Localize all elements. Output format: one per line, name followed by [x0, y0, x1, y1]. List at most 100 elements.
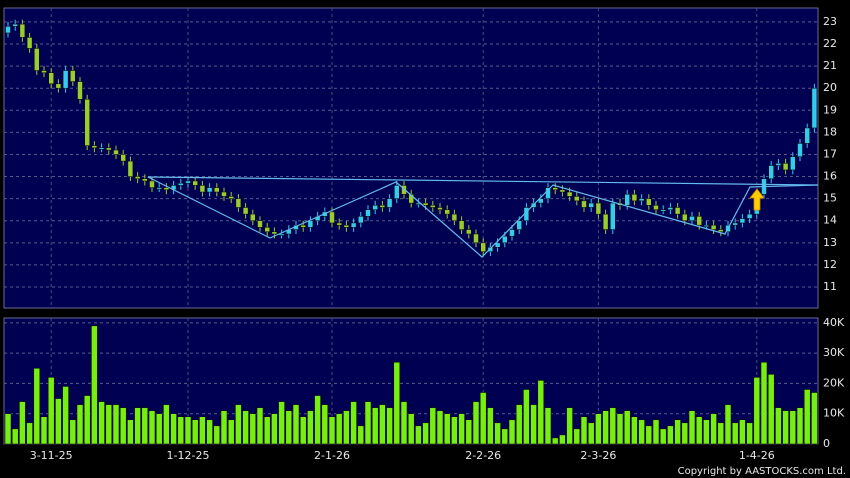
candle-body: [278, 233, 285, 236]
candle-body: [336, 222, 342, 226]
volume-bar: [573, 428, 581, 445]
candle-body: [228, 196, 234, 199]
candle-body: [689, 216, 695, 221]
candle-body: [797, 143, 803, 157]
candle-body: [134, 176, 141, 180]
volume-bar: [321, 404, 329, 445]
candle-body: [566, 191, 573, 197]
y-tick-label: 14: [823, 214, 837, 227]
candle-body: [437, 207, 443, 210]
volume-bar: [242, 410, 249, 445]
candle-body: [235, 198, 242, 208]
volume-tick-label: 40K: [823, 316, 845, 329]
volume-bar: [328, 416, 336, 445]
candle-body: [595, 202, 602, 215]
volume-bar: [170, 413, 177, 445]
volume-bar: [796, 407, 804, 445]
candle-body: [494, 242, 501, 248]
volume-bar: [767, 374, 775, 445]
y-tick-label: 12: [823, 258, 837, 271]
candle-body: [386, 198, 393, 208]
volume-bar: [631, 416, 638, 445]
candle-body: [163, 187, 170, 191]
candle-body: [307, 220, 314, 228]
candle-body: [120, 154, 126, 162]
candle-body: [710, 224, 717, 230]
candle-body: [473, 233, 479, 244]
candle-body: [509, 229, 515, 237]
marks: [4, 19, 818, 445]
x-tick-label: 1-12-25: [167, 449, 210, 462]
candle-body: [746, 213, 753, 219]
volume-bar: [681, 422, 689, 445]
volume-bar: [307, 410, 314, 445]
volume-bar: [40, 416, 48, 445]
volume-bar: [343, 410, 350, 445]
volume-bar: [4, 413, 12, 445]
volume-bar: [710, 413, 717, 445]
volume-bar: [508, 419, 516, 445]
volume-bar: [134, 407, 141, 445]
volume-bar: [602, 410, 609, 445]
volume-bar: [91, 325, 98, 445]
volume-bar: [703, 419, 710, 445]
candle-body: [667, 207, 674, 210]
volume-bar: [299, 416, 307, 445]
volume-bar: [479, 392, 487, 445]
candle-body: [430, 205, 436, 208]
volume-bar: [148, 410, 156, 445]
candle-body: [206, 187, 213, 193]
candle-body: [653, 205, 659, 210]
volume-bar: [55, 398, 62, 445]
volume-bar: [436, 410, 444, 445]
volume-tick-label: 0: [823, 437, 830, 450]
volume-bar: [443, 413, 451, 445]
candle-body: [552, 187, 558, 191]
volume-bar: [659, 428, 667, 445]
volume-bar: [184, 416, 192, 445]
copyright: Copyright by AASTOCKS.com Ltd.: [678, 466, 846, 477]
volume-bar: [98, 401, 105, 445]
y-tick-label: 18: [823, 125, 837, 138]
candle-body: [19, 23, 26, 38]
candle-body: [804, 127, 810, 144]
volume-bar: [285, 410, 293, 445]
candle-body: [559, 189, 566, 193]
volume-bar: [364, 401, 372, 445]
candle-body: [718, 229, 724, 233]
volume-bar: [580, 416, 588, 445]
candle-body: [77, 81, 83, 100]
candle-body: [516, 220, 522, 230]
candle-body: [394, 185, 400, 199]
volume-bar: [515, 404, 523, 445]
volume-bar: [760, 361, 768, 445]
candle-body: [365, 209, 371, 217]
volume-bar: [465, 419, 473, 445]
candle-body: [682, 213, 688, 221]
candle-body: [300, 224, 306, 228]
volume-bar: [422, 422, 429, 445]
candle-body: [401, 185, 407, 195]
volume-bar: [213, 425, 221, 445]
volume-bar: [206, 419, 213, 445]
candle-body: [98, 147, 105, 150]
candle-body: [26, 37, 33, 49]
volume-bar: [724, 404, 732, 445]
candle-body: [588, 202, 594, 208]
volume-bar: [458, 413, 465, 445]
candle-body: [329, 211, 335, 224]
candle-body: [775, 163, 782, 166]
volume-bar: [278, 401, 285, 445]
candle-body: [149, 180, 155, 188]
volume-bar: [19, 401, 26, 445]
volume-bar: [235, 404, 242, 445]
volume-bar: [695, 416, 703, 445]
y-tick-label: 11: [823, 280, 837, 293]
candle-body: [142, 178, 148, 182]
candle-body: [156, 187, 162, 190]
volume-tick-label: 10K: [823, 407, 845, 420]
candle-body: [790, 156, 796, 171]
candle-body: [91, 145, 98, 149]
volume-bar: [163, 404, 170, 445]
candle-body: [646, 198, 652, 206]
